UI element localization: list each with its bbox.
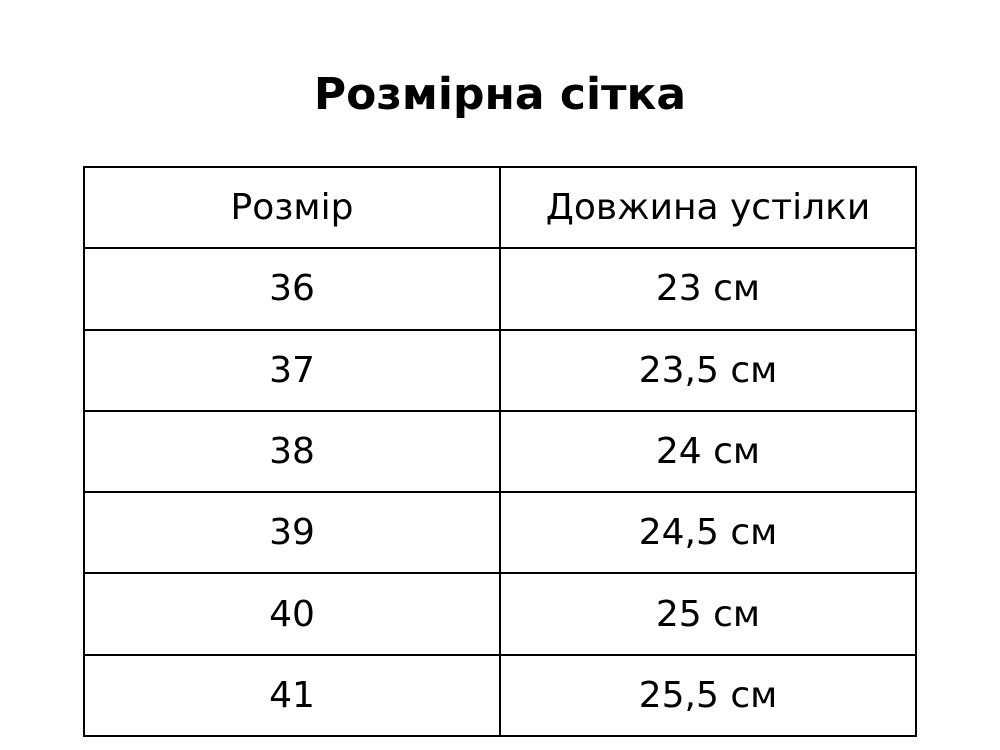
size-cell: 40 [83, 572, 501, 656]
table-header-row: Розмір Довжина устілки [83, 165, 917, 250]
table-row: 39 24,5 см [83, 491, 917, 575]
size-cell: 37 [83, 328, 501, 412]
size-cell: 38 [83, 409, 501, 494]
size-cell: 41 [83, 653, 501, 738]
length-cell: 24 см [499, 409, 917, 494]
table-row: 38 24 см [83, 409, 917, 494]
size-chart-table: Розмір Довжина устілки 36 23 см 37 23,5 см… [83, 165, 917, 738]
length-cell: 25,5 см [499, 653, 917, 738]
table-row: 41 25,5 см [83, 653, 917, 738]
page-title: Розмірна сітка [313, 69, 687, 120]
header-insole-length: Довжина устілки [499, 165, 917, 250]
length-cell: 24,5 см [499, 491, 917, 575]
length-cell: 23 см [499, 247, 917, 331]
size-cell: 36 [83, 247, 501, 331]
size-cell: 39 [83, 491, 501, 575]
table-row: 37 23,5 см [83, 328, 917, 412]
header-size: Розмір [83, 165, 501, 250]
table-row: 36 23 см [83, 247, 917, 331]
length-cell: 23,5 см [499, 328, 917, 412]
length-cell: 25 см [499, 572, 917, 656]
table-row: 40 25 см [83, 572, 917, 656]
